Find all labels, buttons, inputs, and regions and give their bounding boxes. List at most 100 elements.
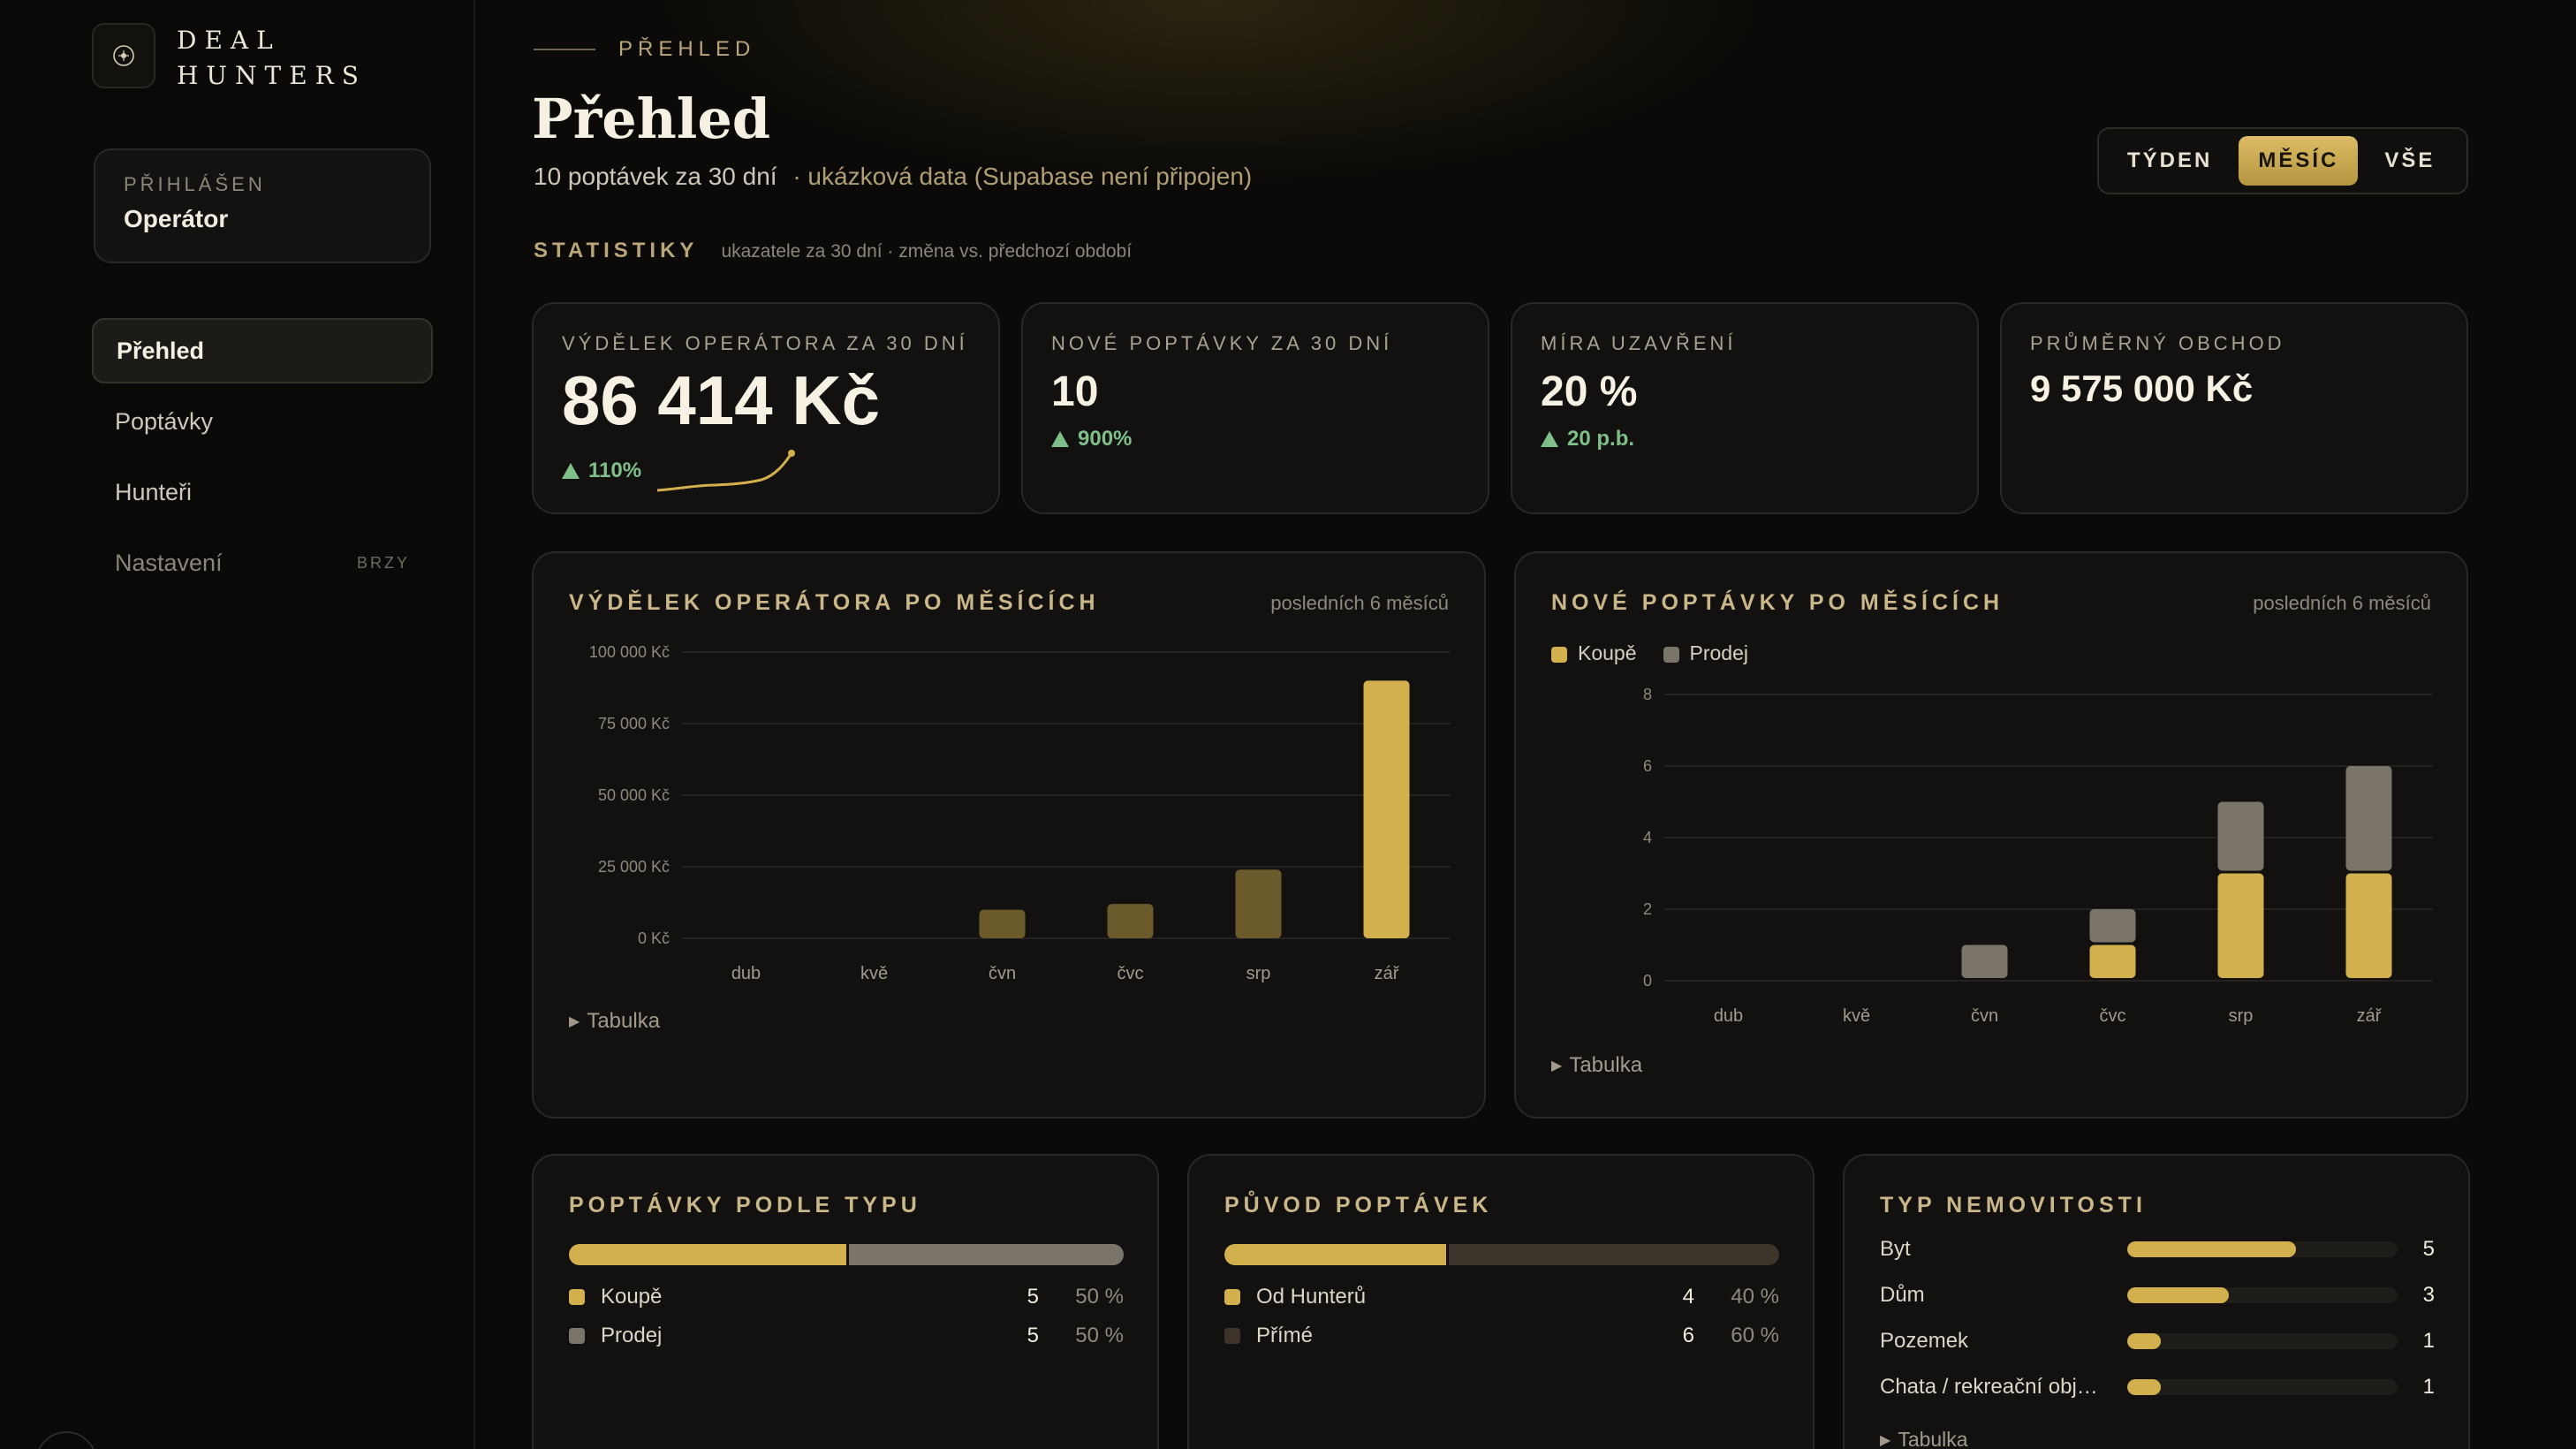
origin-card: PŮVOD POPTÁVEK Od Hunterů 4 40 % Přímé 6… [1187, 1154, 1815, 1449]
row-count: 4 [1682, 1285, 1694, 1309]
x-tick-label: zář [1375, 964, 1400, 983]
trend-up-icon [1541, 431, 1558, 447]
legend-item-prodej[interactable]: Prodej [1663, 641, 1748, 665]
card-title: POPTÁVKY PODLE TYPU [569, 1193, 921, 1218]
row-count: 1 [2422, 1329, 2435, 1353]
progress-fill [2127, 1379, 2162, 1395]
inquiries-stacked-bar-chart: 8 6 4 2 0 dub kvě čvn čvc srp zář [1643, 686, 2433, 1026]
range-option-all[interactable]: VŠE [2384, 148, 2436, 172]
legend-swatch [1551, 646, 1567, 663]
sparkline-endpoint [788, 450, 796, 457]
kpi-value: 10 [1051, 368, 1099, 415]
kpi-label: PRŮMĚRNÝ OBCHOD [2030, 332, 2285, 354]
list-item: Přímé 6 60 % [1224, 1324, 1779, 1348]
earnings-chart-card: VÝDĚLEK OPERÁTORA PO MĚSÍCÍCH posledních… [532, 551, 1486, 1119]
bar [1107, 904, 1154, 938]
legend-swatch [569, 1289, 585, 1305]
eyebrow-line [534, 49, 595, 50]
user-avatar-button[interactable] [35, 1431, 97, 1449]
kpi-delta: 110% [562, 444, 970, 497]
sidebar-item-hunteri[interactable]: Hunteři [92, 459, 433, 525]
kpi-value: 86 414 Kč [562, 361, 880, 439]
sidebar-item-poptavky[interactable]: Poptávky [92, 389, 433, 454]
table-toggle[interactable]: ▶ Tabulka [1880, 1428, 1968, 1449]
x-tick-label: čvn [1971, 1006, 1998, 1026]
range-option-week[interactable]: TÝDEN [2127, 148, 2213, 172]
trend-up-icon [1051, 431, 1069, 447]
range-option-month[interactable]: MĚSÍC [2239, 136, 2359, 186]
sidebar-item-nastaveni[interactable]: Nastavení BRZY [92, 530, 433, 596]
row-percent: 60 % [1731, 1324, 1779, 1347]
progress-track [2127, 1379, 2398, 1395]
row-label: Od Hunterů [1256, 1285, 1367, 1309]
kpi-value: 20 % [1541, 368, 1638, 415]
row-label: Koupě [601, 1285, 663, 1309]
list-item: Chata / rekreační obj… 1 [1880, 1375, 2435, 1400]
row-count: 6 [1682, 1324, 1694, 1347]
row-label: Pozemek [1880, 1329, 1969, 1353]
legend-swatch [569, 1328, 585, 1344]
row-percent: 50 % [1075, 1324, 1124, 1347]
kpi-label: NOVÉ POPTÁVKY ZA 30 DNÍ [1051, 332, 1393, 354]
y-tick-label: 0 [1643, 972, 1652, 990]
x-tick-label: kvě [1843, 1006, 1870, 1026]
progress-track [2127, 1241, 2398, 1257]
logo-mark[interactable] [92, 23, 155, 88]
inquiries-chart-card: NOVÉ POPTÁVKY PO MĚSÍCÍCH posledních 6 m… [1514, 551, 2468, 1119]
y-tick-label: 25 000 Kč [598, 858, 670, 876]
breadcrumb: PŘEHLED [534, 37, 755, 62]
chart-title: VÝDĚLEK OPERÁTORA PO MĚSÍCÍCH [569, 590, 1100, 615]
x-tick-label: čvc [1118, 964, 1144, 983]
earnings-bar-chart: 100 000 Kč 75 000 Kč 50 000 Kč 25 000 Kč 0 K… [589, 643, 1451, 983]
bar-segment [2345, 766, 2392, 871]
list-item: Koupě 5 50 % [569, 1285, 1124, 1309]
bar [1235, 869, 1282, 938]
row-label: Dům [1880, 1283, 1925, 1307]
chart-title: NOVÉ POPTÁVKY PO MĚSÍCÍCH [1551, 590, 2004, 615]
legend-swatch [1663, 646, 1679, 663]
x-tick-label: dub [1714, 1006, 1743, 1026]
caret-right-icon: ▶ [1880, 1432, 1891, 1448]
bar-segment [2217, 801, 2264, 871]
kpi-label: MÍRA UZAVŘENÍ [1541, 332, 1737, 354]
row-count: 1 [2422, 1375, 2435, 1399]
progress-track [2127, 1333, 2398, 1349]
list-item: Byt 5 [1880, 1237, 2435, 1262]
inquiry-count-text: 10 poptávek za 30 dní [534, 163, 777, 190]
breadcrumb-label: PŘEHLED [618, 37, 756, 61]
kpi-delta-value: 900% [1078, 427, 1133, 451]
bar [979, 909, 1026, 938]
legend-swatch [1224, 1328, 1240, 1344]
kpi-card-earnings: VÝDĚLEK OPERÁTORA ZA 30 DNÍ 86 414 Kč 11… [532, 302, 1000, 514]
x-tick-label: čvn [989, 964, 1016, 983]
x-tick-label: dub [731, 964, 761, 983]
card-title: TYP NEMOVITOSTI [1880, 1193, 2147, 1218]
kpi-value: 9 575 000 Kč [2030, 368, 2254, 409]
x-tick-label: zář [2357, 1006, 2383, 1026]
progress-track [2127, 1287, 2398, 1303]
split-bar-segment [569, 1244, 846, 1265]
sidebar-item-prehled[interactable]: Přehled [92, 318, 433, 383]
table-toggle-label: Tabulka [1898, 1428, 1968, 1449]
table-toggle[interactable]: ▶ Tabulka [1551, 1053, 1642, 1078]
progress-fill [2127, 1333, 2162, 1349]
y-tick-label: 8 [1643, 686, 1652, 703]
brand-name[interactable]: DEAL HUNTERS [177, 23, 367, 94]
legend-label: Prodej [1689, 641, 1748, 664]
row-label: Byt [1880, 1237, 1911, 1261]
stats-header: STATISTIKY ukazatele za 30 dní · změna v… [534, 239, 1132, 263]
table-toggle[interactable]: ▶ Tabulka [569, 1009, 660, 1034]
split-bar [569, 1244, 1124, 1265]
list-item: Dům 3 [1880, 1283, 2435, 1308]
stats-subtitle: ukazatele za 30 dní · změna vs. předchoz… [721, 241, 1133, 262]
bar-segment [2089, 945, 2136, 978]
row-label: Prodej [601, 1324, 663, 1347]
x-tick-label: čvc [2100, 1006, 2126, 1026]
split-bar-segment [1446, 1244, 1779, 1265]
sidebar-item-label: Hunteři [115, 478, 193, 505]
sidebar-nav: Přehled Poptávky Hunteři Nastavení BRZY [92, 318, 433, 601]
legend-item-koupe[interactable]: Koupě [1551, 641, 1637, 665]
bar-segment [2217, 873, 2264, 978]
user-name: Operátor [124, 205, 229, 232]
y-tick-label: 100 000 Kč [589, 643, 670, 661]
